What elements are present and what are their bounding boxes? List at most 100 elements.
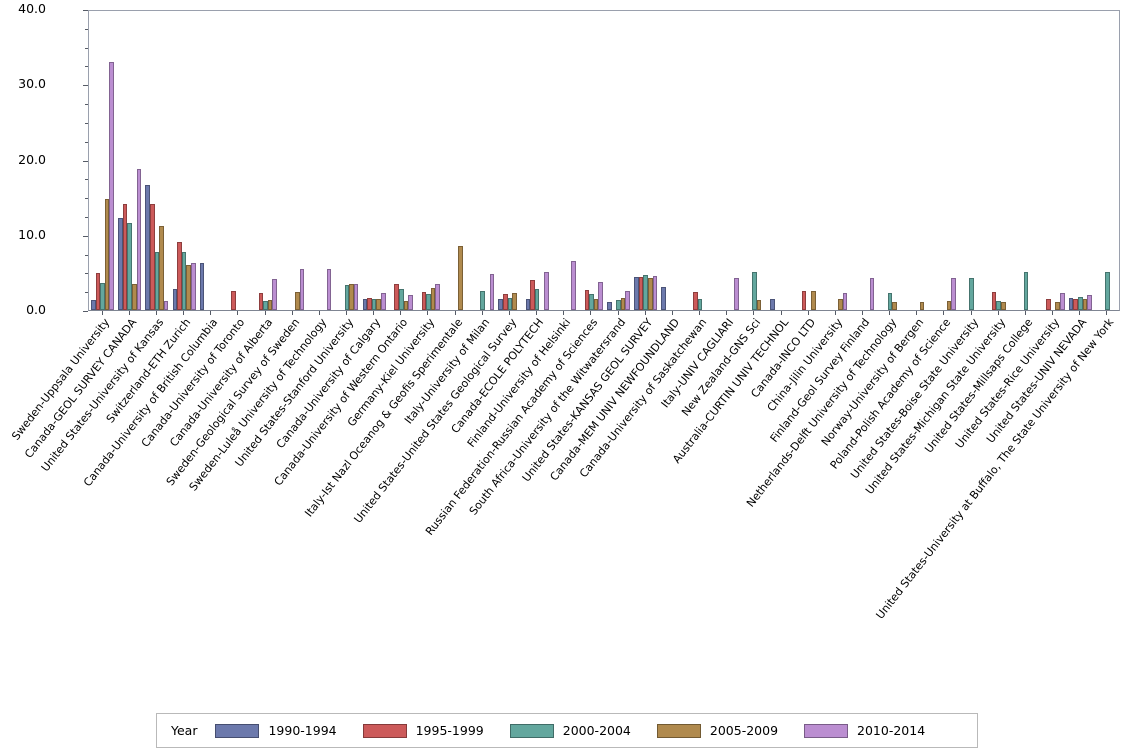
bar	[104, 198, 110, 310]
x-tick-mark	[970, 311, 972, 315]
y-tick-minor	[85, 66, 88, 68]
bar	[643, 275, 649, 310]
y-tick-mark	[83, 160, 88, 162]
legend-entries: 1990-1994 1995-1999 2000-2004 2005-2009 2010…	[215, 723, 951, 738]
y-tick-label: 10.0	[18, 226, 46, 242]
bar	[661, 287, 666, 310]
bar	[530, 279, 535, 310]
bar	[381, 292, 386, 310]
bar	[430, 288, 436, 310]
bar	[1055, 301, 1060, 310]
x-tick-mark	[346, 311, 347, 315]
bar	[344, 285, 350, 310]
x-tick-mark	[617, 311, 619, 315]
bar	[394, 284, 399, 310]
bar	[951, 278, 956, 310]
x-tick-mark	[590, 311, 592, 315]
y-tick-minor	[85, 104, 88, 106]
legend-item-label: 1995-1999	[415, 723, 484, 738]
legend-item-label: 2005-2009	[709, 723, 779, 738]
bar	[887, 292, 893, 310]
y-tick-minor	[85, 292, 88, 294]
bar	[634, 276, 639, 310]
bar	[190, 263, 196, 310]
bar	[122, 203, 128, 310]
y-tick-label: 20.0	[18, 151, 46, 167]
y-tick-label: 40.0	[18, 1, 46, 16]
bar	[489, 273, 495, 310]
x-tick-mark	[237, 311, 239, 315]
x-tick-mark	[563, 311, 565, 315]
y-tick-mark	[83, 235, 88, 237]
bar	[367, 297, 372, 310]
bar	[752, 272, 757, 310]
bar	[267, 300, 273, 310]
bar	[127, 222, 133, 310]
x-tick-mark	[128, 311, 130, 315]
bar	[507, 297, 513, 310]
x-tick-mark	[454, 311, 456, 315]
bar	[186, 264, 191, 310]
y-tick-minor	[85, 198, 88, 200]
legend-color-swatch	[656, 723, 701, 738]
legend-title: Year	[171, 723, 198, 738]
bar	[95, 273, 101, 310]
legend-item[interactable]: 2010-2014	[804, 723, 925, 738]
bar	[457, 246, 463, 310]
bar	[109, 61, 115, 310]
legend-color-swatch	[362, 723, 407, 738]
x-tick-mark	[183, 311, 185, 315]
x-tick-mark	[318, 311, 320, 315]
legend-item[interactable]: 2005-2009	[656, 723, 779, 738]
bar	[869, 277, 875, 310]
bar	[544, 272, 549, 310]
bar	[969, 278, 974, 310]
bar	[376, 298, 382, 310]
bar	[1060, 293, 1065, 310]
legend-item[interactable]: 1995-1999	[362, 723, 484, 738]
y-tick-minor	[85, 47, 88, 49]
x-tick-mark	[726, 311, 728, 315]
x-tick-mark	[1052, 311, 1054, 315]
y-tick-minor	[85, 179, 88, 181]
bar	[593, 298, 599, 310]
x-tick-mark	[101, 311, 103, 315]
bar	[172, 288, 178, 310]
bar	[362, 299, 368, 310]
bar	[326, 268, 332, 310]
legend-color-swatch	[509, 723, 554, 738]
x-tick-mark	[997, 311, 999, 315]
legend-color-swatch	[215, 723, 260, 738]
bar	[263, 300, 268, 310]
bar	[503, 294, 508, 310]
bar	[149, 203, 155, 310]
x-tick-mark	[780, 311, 782, 315]
bar	[810, 291, 816, 310]
x-tick-mark	[644, 311, 646, 315]
x-tick-mark	[373, 311, 375, 315]
bar	[132, 284, 137, 310]
legend-item[interactable]: 1990-1994	[215, 723, 337, 738]
bar	[697, 298, 703, 310]
bar	[1105, 271, 1110, 310]
x-tick-mark	[1024, 311, 1026, 315]
y-tick-mark	[83, 311, 88, 312]
x-tick-mark	[536, 311, 538, 315]
x-tick-mark	[400, 311, 402, 315]
bar	[421, 291, 427, 310]
bar	[1046, 299, 1051, 310]
bar	[620, 297, 626, 310]
legend-item[interactable]: 2000-2004	[509, 723, 631, 738]
bar	[734, 278, 739, 310]
bar	[231, 291, 237, 310]
bar	[118, 218, 123, 310]
bar	[1077, 297, 1083, 310]
bar	[616, 300, 621, 310]
bar	[534, 288, 540, 310]
bar	[996, 300, 1002, 310]
bar	[498, 299, 504, 310]
y-tick-minor	[85, 254, 88, 256]
bar	[199, 263, 205, 310]
x-tick-mark	[753, 311, 755, 315]
